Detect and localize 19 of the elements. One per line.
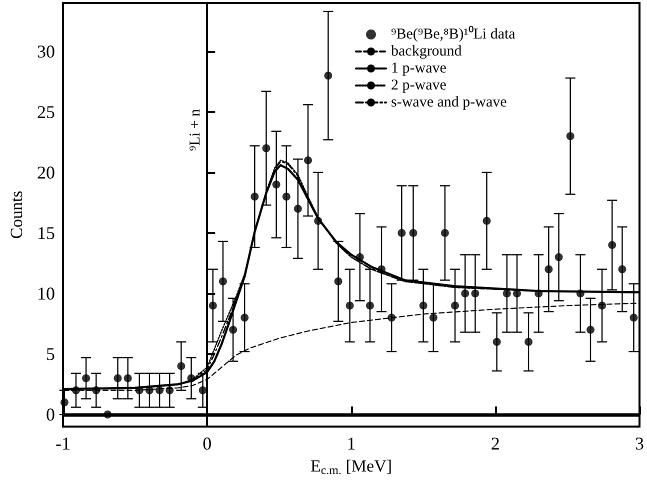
y-tick-label: 0 — [46, 404, 55, 424]
y-tick-label: 5 — [46, 344, 55, 364]
y-tick-label: 15 — [37, 222, 55, 243]
x-tick-label: 0 — [202, 434, 212, 454]
x-tick-label: 1 — [346, 434, 356, 454]
y-tick-label: 20 — [37, 162, 55, 182]
legend-label: 1 p-wave — [391, 60, 447, 76]
x-tick-label: -1 — [56, 434, 70, 454]
y-tick-label: 25 — [37, 102, 55, 122]
y-axis-title: Counts — [7, 190, 26, 239]
legend-label: background — [391, 44, 462, 60]
legend-label: ⁹Be(⁹Be,⁸B)¹⁰Li data — [391, 26, 516, 42]
legend-label: s-wave and p-wave — [391, 94, 508, 110]
ref-line-label: ⁹Li + n — [188, 108, 204, 152]
y-tick-label: 30 — [37, 41, 55, 62]
x-tick-label: 2 — [490, 434, 500, 454]
legend-label: 2 p-wave — [391, 78, 447, 94]
x-tick-label: 3 — [635, 434, 644, 454]
y-tick-label: 10 — [37, 283, 55, 304]
